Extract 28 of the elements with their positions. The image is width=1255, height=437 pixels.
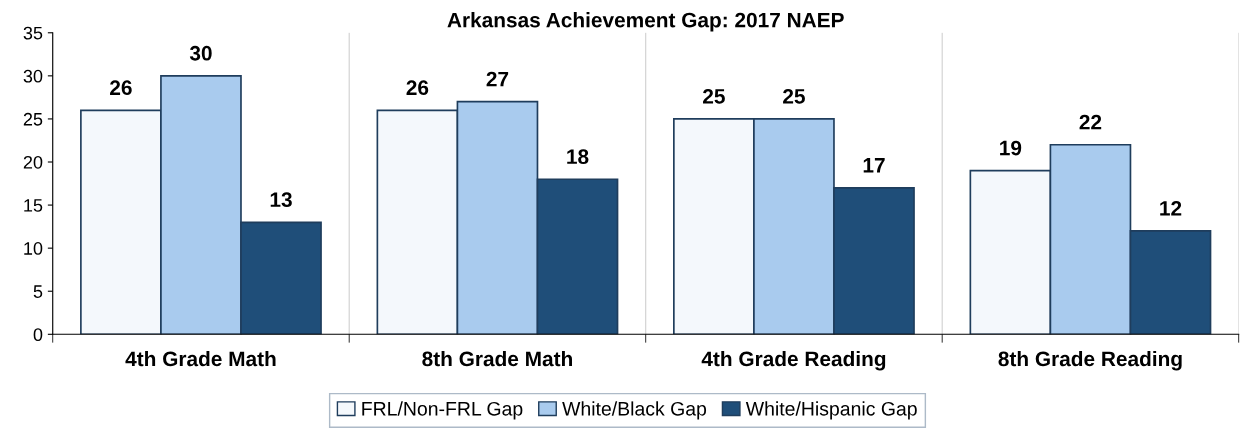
chart-title: Arkansas Achievement Gap: 2017 NAEP — [447, 12, 844, 32]
data-label: 25 — [703, 88, 725, 104]
data-label: 12 — [1160, 200, 1182, 216]
x-tick-label: 4th Grade Reading — [701, 350, 886, 371]
data-label: 17 — [863, 158, 885, 173]
x-tick-label: 4th Grade Math — [125, 350, 276, 367]
legend-label: White/Hispanic Gap — [745, 401, 917, 420]
y-tick-label: 35 — [23, 26, 43, 40]
y-tick-label: 20 — [23, 155, 43, 169]
y-tick-label: 15 — [24, 199, 43, 212]
y-tick-label: 5 — [33, 285, 43, 298]
y-tick-label: 25 — [23, 112, 43, 126]
y-tick-label: 10 — [24, 242, 43, 255]
data-label: 30 — [189, 45, 212, 61]
y-tick-label: 30 — [23, 69, 43, 83]
x-tick-label: 8th Grade Math — [422, 350, 572, 367]
legend-label: White/Black Gap — [562, 401, 707, 420]
data-label: 19 — [1000, 140, 1022, 156]
data-label: 13 — [270, 192, 292, 208]
data-label: 18 — [567, 149, 589, 164]
data-label: 25 — [783, 88, 805, 104]
data-label: 27 — [486, 71, 509, 87]
data-label: 22 — [1079, 114, 1102, 130]
data-label: 26 — [110, 80, 132, 96]
y-tick-label: 0 — [33, 328, 43, 342]
legend-label: FRL/Non-FRL Gap — [362, 401, 523, 420]
x-tick-label: 8th Grade Reading — [998, 350, 1182, 371]
data-label: 26 — [406, 80, 429, 96]
